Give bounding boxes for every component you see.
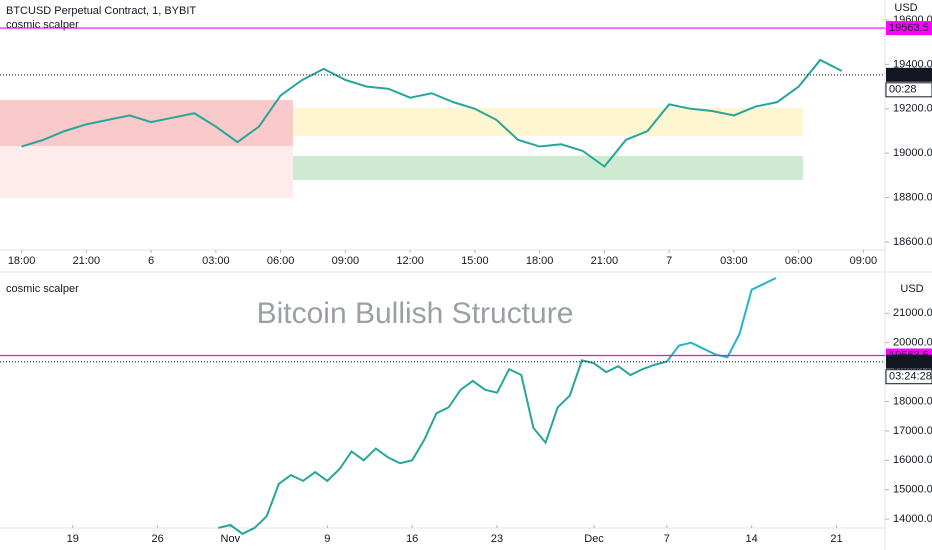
x-tick-label: Dec <box>584 533 604 545</box>
x-tick-label: 21 <box>830 533 842 545</box>
price-line <box>217 359 668 535</box>
price-badge <box>886 67 932 82</box>
price-badge-label: 19563.5 <box>889 22 929 34</box>
x-tick-label: 09:00 <box>850 255 878 267</box>
y-tick-label: 20000.0 <box>893 337 932 349</box>
x-tick-label: 03:00 <box>202 255 230 267</box>
chart-title: BTCUSD Perpetual Contract, 1, BYBIT <box>6 5 196 17</box>
x-tick-label: 21:00 <box>591 255 619 267</box>
price-badge <box>886 354 932 369</box>
y-tick-label: 14000.0 <box>893 513 932 525</box>
x-tick-label: 06:00 <box>267 255 295 267</box>
axis-unit: USD <box>900 283 923 295</box>
x-tick-label: 06:00 <box>785 255 813 267</box>
x-tick-label: 14 <box>746 533 758 545</box>
price-badge-label: 19353.0 <box>889 356 929 368</box>
y-tick-label: 21000.0 <box>893 307 932 319</box>
price-badge-label: 19353.0 <box>889 69 929 81</box>
y-tick-label: 19000.0 <box>893 147 932 159</box>
x-tick-label: 03:00 <box>720 255 748 267</box>
x-tick-label: 23 <box>491 533 503 545</box>
countdown-badge <box>885 369 932 385</box>
x-tick-label: 15:00 <box>461 255 489 267</box>
x-tick-label: 7 <box>664 533 670 545</box>
x-tick-label: 6 <box>148 255 154 267</box>
x-tick-label: 18:00 <box>526 255 554 267</box>
x-tick-label: 16 <box>406 533 418 545</box>
y-tick-label: 19200.0 <box>893 103 932 115</box>
x-tick-label: 9 <box>324 533 330 545</box>
y-tick-label: 18000.0 <box>893 395 932 407</box>
annotation: Bitcoin Bullish Structure <box>257 297 574 330</box>
x-tick-label: Nov <box>221 533 241 545</box>
y-tick-label: 16000.0 <box>893 454 932 466</box>
countdown: 03:24:28 <box>889 371 932 383</box>
indicator-name: cosmic scalper <box>6 19 79 31</box>
indicator-name: cosmic scalper <box>6 283 79 295</box>
axis-unit: USD <box>894 2 917 14</box>
band <box>0 146 293 198</box>
x-tick-label: 19 <box>67 533 79 545</box>
band <box>293 108 803 136</box>
price-line <box>21 58 843 168</box>
y-tick-label: 15000.0 <box>893 484 932 496</box>
price-badge <box>886 21 932 36</box>
x-tick-label: 21:00 <box>73 255 101 267</box>
x-tick-label: 18:00 <box>8 255 36 267</box>
x-tick-label: 26 <box>151 533 163 545</box>
y-tick-label: 18800.0 <box>893 192 932 204</box>
y-tick-label: 17000.0 <box>893 425 932 437</box>
x-tick-label: 12:00 <box>396 255 424 267</box>
x-tick-label: 09:00 <box>332 255 360 267</box>
y-tick-label: 19400.0 <box>893 58 932 70</box>
countdown-badge <box>885 82 932 98</box>
x-tick-label: 7 <box>666 255 672 267</box>
countdown: 00:28 <box>889 84 917 96</box>
band <box>293 156 803 180</box>
y-tick-label: 18600.0 <box>893 236 932 248</box>
